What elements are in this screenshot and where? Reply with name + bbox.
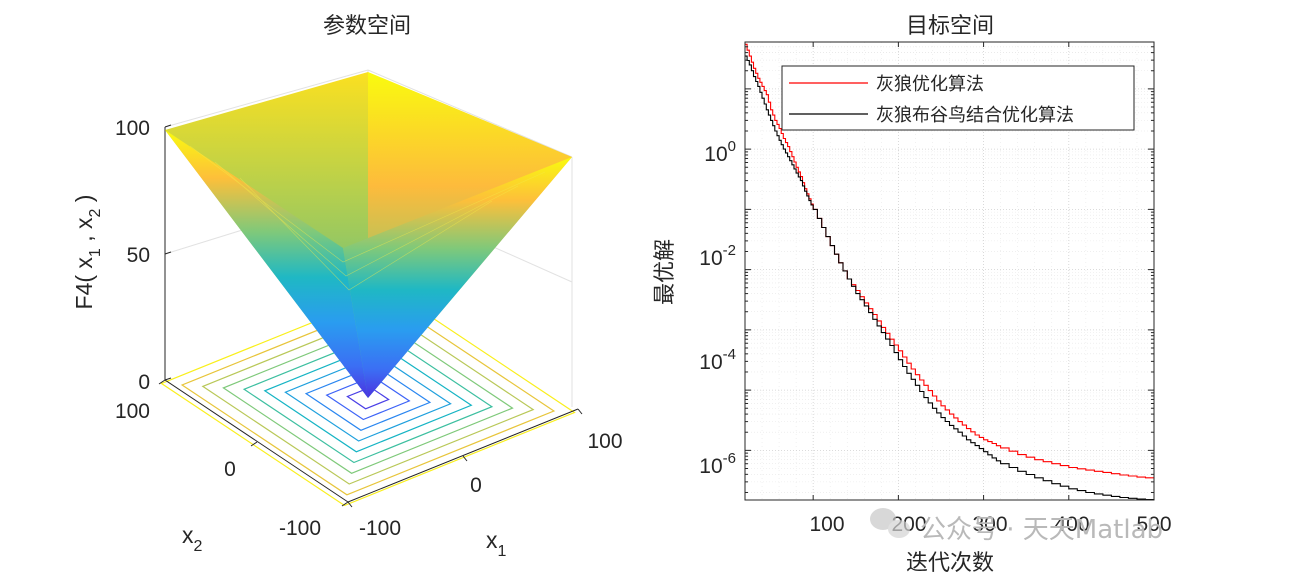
wechat-icon [870, 508, 910, 538]
x-tick-label: 300 [972, 513, 1007, 536]
z-tick-label: 0 [138, 371, 150, 394]
z-tick-label: 100 [115, 117, 150, 140]
y-tick-label: 100 [704, 138, 736, 166]
right-chart-title: 目标空间 [906, 14, 994, 39]
x-axis-label: x1 [486, 527, 507, 560]
axes-box [744, 41, 1155, 501]
z-tick-label: 50 [127, 244, 150, 267]
surface-plot: 参数空间 100 50 0 [71, 14, 623, 560]
x-axis-label: 迭代次数 [906, 551, 994, 576]
left-chart-title: 参数空间 [323, 14, 411, 39]
surface-front-left [165, 130, 368, 398]
x-tick-label: 100 [587, 430, 622, 453]
surface-mesh-lines [189, 145, 546, 291]
y-tick-label: 10-2 [699, 242, 736, 270]
convergence-plot: 目标空间 100 200 300 400 500 100 10-2 10-4 1… [653, 14, 1172, 576]
x-tick-label: 400 [1054, 513, 1089, 536]
watermark-text: 公众号 · 天天Matlab [920, 515, 1163, 545]
legend: 灰狼优化算法 灰狼布谷鸟结合优化算法 [781, 65, 1135, 131]
axis-ticks [745, 41, 1155, 500]
y-axis-label: x2 [182, 522, 203, 555]
legend-item-gwo: 灰狼优化算法 [876, 74, 984, 95]
y-tick-label: 10-6 [699, 450, 736, 478]
legend-item-gwo-cs: 灰狼布谷鸟结合优化算法 [876, 105, 1074, 126]
watermark: 公众号 · 天天Matlab [870, 508, 1163, 545]
y-tick-label: 10-4 [699, 346, 736, 374]
surface-front-right [343, 157, 572, 398]
y-tick-label: 100 [115, 400, 150, 423]
x-tick-label: 500 [1136, 513, 1171, 536]
series-lines [745, 43, 1155, 501]
z-axis [164, 124, 172, 381]
y-tick-label: -100 [279, 517, 321, 540]
series-line-gwo-cs [745, 55, 1155, 501]
floor-axes [158, 379, 583, 508]
y-tick-label: 0 [224, 458, 236, 481]
x-tick-label: -100 [359, 517, 401, 540]
x-tick-label: 100 [809, 513, 844, 536]
z-axis-label: F4( x1 , x2 ) [71, 195, 104, 310]
x-tick-label: 0 [470, 474, 482, 497]
y-axis-label: 最优解 [653, 239, 678, 305]
